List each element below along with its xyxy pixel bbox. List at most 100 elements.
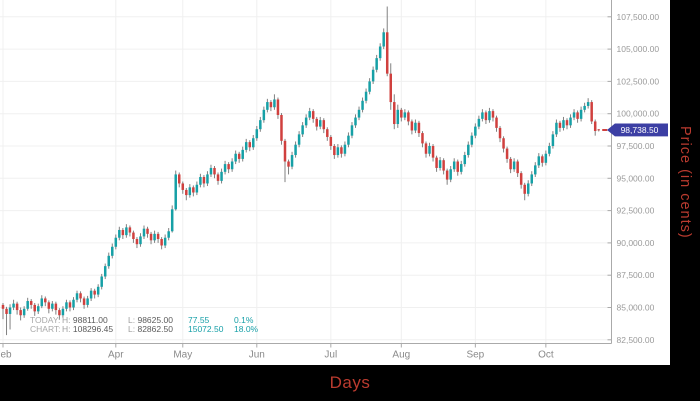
candle-body: [26, 301, 29, 309]
candle-body: [160, 239, 163, 246]
candle-body: [276, 99, 280, 115]
candle-body: [526, 183, 530, 194]
candle-body: [555, 122, 558, 135]
candle-body: [156, 233, 160, 240]
candle-body: [294, 144, 297, 156]
candle-body: [481, 112, 484, 119]
candle-body: [107, 255, 110, 267]
candle-body: [579, 109, 583, 119]
candle-body: [516, 161, 519, 174]
candle-body: [174, 174, 177, 210]
candle-body: [22, 308, 26, 316]
candle-body: [477, 118, 481, 127]
candle-body: [530, 174, 533, 184]
candle-body: [519, 173, 523, 185]
candle-body: [534, 165, 537, 175]
candle-body: [283, 140, 287, 162]
month-label: May: [173, 350, 192, 361]
last-price-tag: 98,738.50: [607, 123, 668, 137]
candle-body: [1, 304, 5, 309]
candle-body: [505, 148, 509, 159]
y-axis-title: Price (in cents): [677, 126, 693, 239]
candle-body: [523, 184, 526, 194]
candle-body: [336, 147, 340, 156]
candle-body: [442, 160, 445, 171]
candle-body: [569, 117, 572, 126]
candle-body: [340, 147, 343, 154]
candle-body: [100, 276, 103, 287]
candle-body: [583, 105, 586, 110]
candle-body: [452, 161, 456, 170]
candle-body: [252, 138, 255, 148]
candle-body: [167, 231, 170, 238]
legend-chart-change: 15072.50: [188, 324, 224, 334]
month-label: Aug: [392, 350, 410, 361]
candle-body: [199, 177, 202, 185]
candle-body: [389, 73, 392, 103]
legend-row-today: TODAY: H: 98811.00 L: 98625.00 77.55 0.1…: [30, 316, 270, 325]
candle-body: [329, 136, 333, 146]
candle-body: [216, 174, 220, 181]
candle-body: [488, 111, 491, 121]
candle-body: [111, 246, 114, 256]
candle-body: [237, 153, 241, 159]
candle-body: [142, 228, 146, 237]
y-tick-label: 82,500.00: [617, 335, 655, 345]
candle-body: [460, 164, 463, 172]
candle-body: [266, 102, 269, 110]
candle-body: [72, 299, 75, 308]
y-tick-label: 92,500.00: [617, 206, 655, 216]
candle-body: [223, 164, 227, 172]
candle-body: [361, 100, 364, 110]
candle-body: [593, 121, 597, 131]
y-tick-label: 87,500.00: [617, 270, 655, 280]
candle-body: [195, 184, 199, 193]
candle-body: [357, 109, 361, 118]
candle-body: [248, 142, 251, 148]
candle-body: [378, 46, 382, 59]
candle-body: [393, 102, 396, 125]
candle-body: [326, 129, 329, 137]
month-label: Oct: [538, 350, 554, 361]
candle-body: [259, 120, 262, 130]
candle-body: [410, 121, 414, 131]
candle-body: [178, 174, 181, 184]
candle-body: [125, 227, 128, 236]
candle-body: [438, 160, 442, 168]
month-label: Sep: [466, 350, 484, 361]
y-tick-label: 90,000.00: [617, 238, 655, 248]
y-tick-label: 105,000.00: [617, 44, 660, 54]
candle-body: [114, 237, 118, 247]
candle-body: [572, 112, 576, 118]
candle-body: [269, 102, 273, 108]
candle-body: [311, 111, 315, 119]
candle-body: [308, 111, 311, 118]
candle-body: [227, 164, 230, 170]
candle-body: [241, 149, 244, 159]
candle-body: [8, 307, 12, 314]
candle-body: [139, 236, 142, 245]
candle-body: [33, 304, 36, 312]
legend-chart-high: H: 108296.45: [62, 324, 114, 334]
candle-body: [51, 303, 54, 309]
candlestick-chart[interactable]: 82,500.00 85,000.00 87,500.00 90,000.00 92,5…: [0, 0, 670, 370]
y-tick-label: 100,000.00: [617, 109, 660, 119]
candle-body: [586, 102, 590, 106]
legend-row-chart: CHART: H: 108296.45 L: 82862.50 15072.50…: [30, 324, 270, 334]
candle-body: [89, 290, 93, 299]
candle-body: [163, 237, 167, 246]
candle-body: [396, 109, 400, 125]
candle-body: [230, 161, 234, 170]
candle-body: [449, 169, 452, 180]
candle-body: [333, 145, 336, 156]
month-label: Jul: [324, 350, 337, 361]
candle-body: [273, 99, 276, 108]
candle-body: [565, 120, 569, 126]
candle-body: [146, 228, 149, 234]
legend-chart-label: CHART:: [30, 324, 61, 334]
x-axis-title: Days: [329, 373, 371, 392]
candle-body: [301, 125, 304, 135]
candle-body: [188, 187, 192, 196]
candle-body: [322, 120, 326, 130]
candle-body: [287, 161, 290, 167]
